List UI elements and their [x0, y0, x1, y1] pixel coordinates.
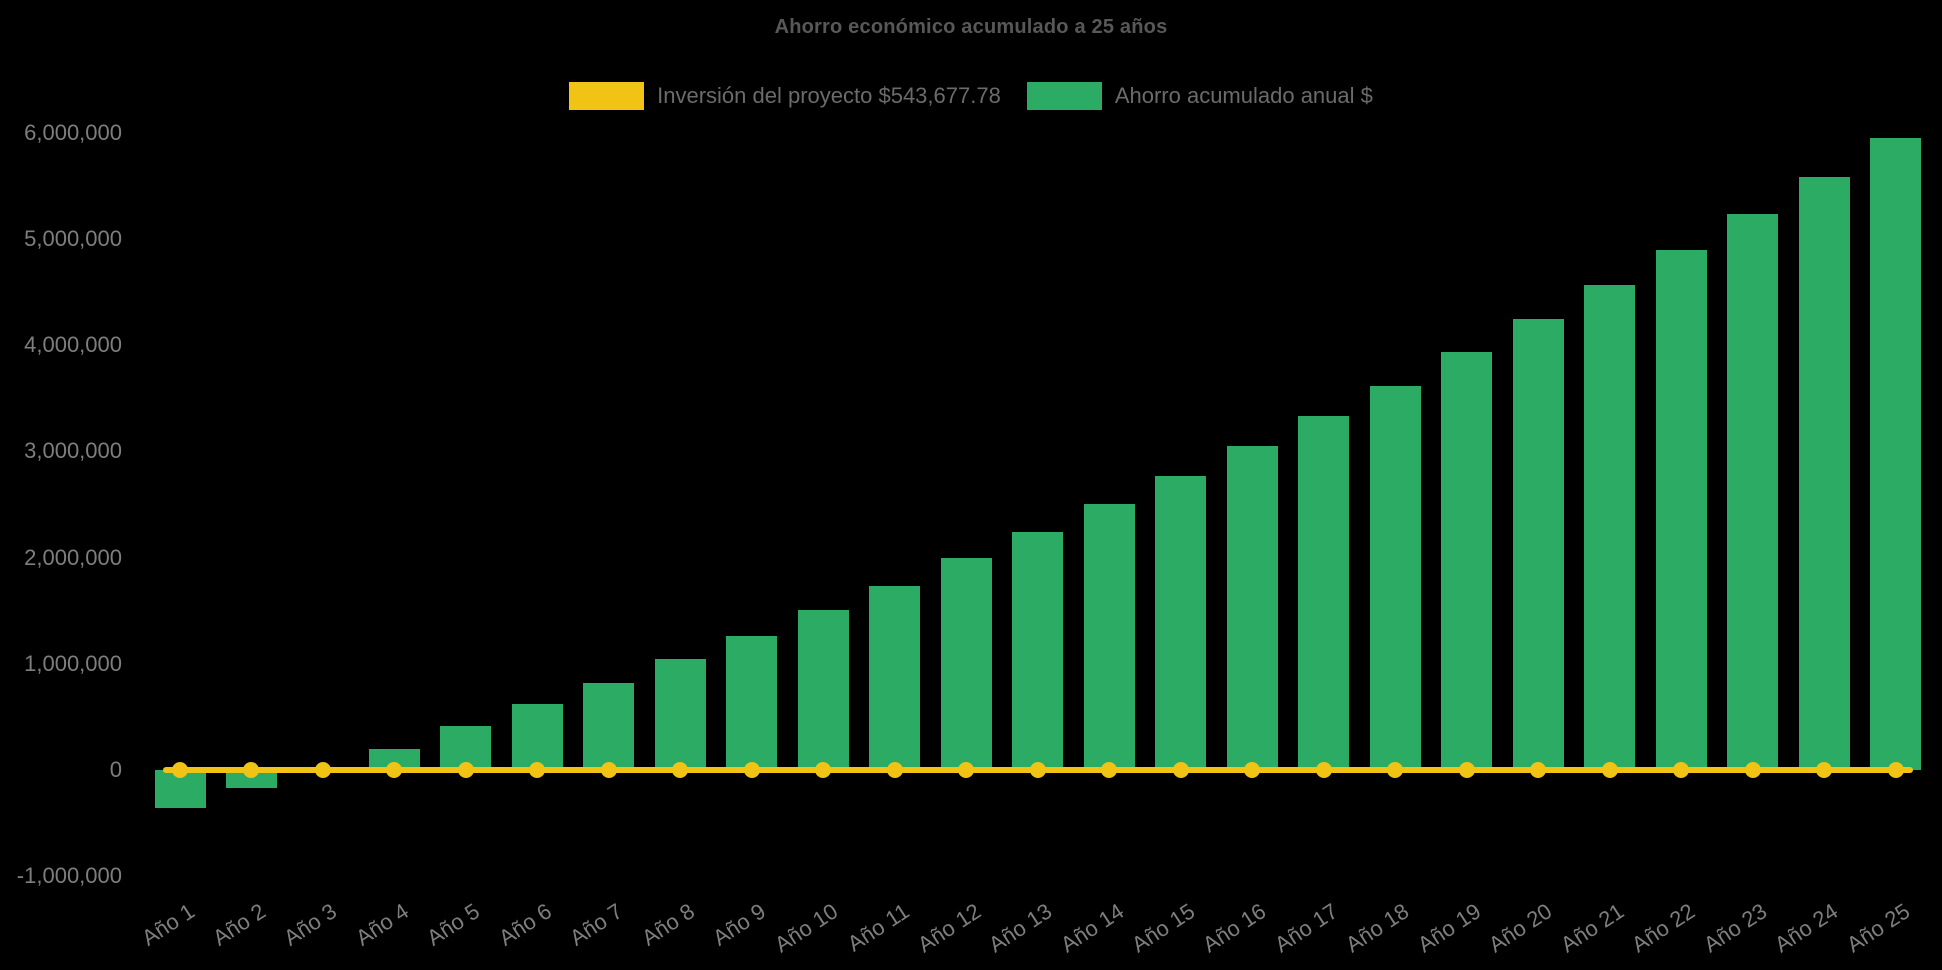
x-axis-tick-label: Año 25 [1841, 898, 1915, 958]
bar-año-20[interactable] [1512, 319, 1564, 770]
x-axis-tick-label: Año 4 [351, 898, 413, 951]
x-axis-tick-label: Año 24 [1770, 898, 1843, 958]
investment-line-point[interactable] [529, 762, 546, 778]
legend-item-investment[interactable]: Inversión del proyecto $543,677.78 [569, 82, 1001, 110]
bar-año-6[interactable] [511, 704, 563, 770]
x-axis-tick-label: Año 21 [1556, 898, 1629, 958]
x-axis-tick-label: Año 22 [1627, 898, 1700, 958]
x-axis-tick-label: Año 14 [1055, 898, 1128, 958]
legend: Inversión del proyecto $543,677.78 Ahorro… [0, 82, 1942, 110]
bar-año-14[interactable] [1083, 503, 1135, 770]
x-axis-tick-label: Año 12 [912, 898, 985, 958]
bar-año-25[interactable] [1870, 137, 1922, 770]
x-axis-tick-label: Año 5 [422, 898, 485, 951]
investment-line-point[interactable] [1673, 762, 1690, 778]
investment-line-point[interactable] [1029, 762, 1046, 778]
bar-año-9[interactable] [726, 636, 778, 770]
investment-line-point[interactable] [386, 762, 403, 778]
bar-año-13[interactable] [1012, 531, 1064, 770]
bar-año-17[interactable] [1298, 416, 1350, 770]
x-axis-tick-label: Año 23 [1698, 898, 1772, 958]
y-axis-tick-label: -1,000,000 [16, 863, 122, 889]
bar-año-11[interactable] [869, 585, 921, 770]
investment-line-point[interactable] [672, 762, 689, 778]
bar-año-8[interactable] [654, 659, 706, 770]
investment-line-point[interactable] [600, 762, 617, 778]
y-axis-tick-label: 1,000,000 [24, 650, 122, 676]
legend-item-savings[interactable]: Ahorro acumulado anual $ [1026, 82, 1373, 110]
x-axis-tick-label: Año 17 [1270, 898, 1343, 958]
investment-line-point[interactable] [1887, 762, 1904, 778]
bar-año-21[interactable] [1584, 285, 1636, 770]
x-axis-tick-label: Año 10 [769, 898, 842, 958]
investment-line-point[interactable] [886, 762, 903, 778]
x-axis-tick-label: Año 13 [984, 898, 1057, 958]
x-axis-tick-label: Año 1 [136, 898, 199, 951]
investment-line-point[interactable] [743, 762, 760, 778]
investment-line-point[interactable] [457, 762, 474, 778]
legend-label-savings: Ahorro acumulado anual $ [1114, 83, 1373, 108]
bar-año-10[interactable] [797, 610, 849, 770]
legend-swatch-investment [569, 82, 645, 110]
bar-año-15[interactable] [1155, 475, 1207, 770]
investment-line-point[interactable] [1601, 762, 1618, 778]
x-axis-tick-label: Año 2 [208, 898, 270, 951]
x-axis-tick-label: Año 15 [1127, 898, 1200, 958]
y-axis-tick-label: 2,000,000 [24, 544, 122, 570]
bar-año-23[interactable] [1727, 214, 1779, 770]
bar-año-7[interactable] [583, 682, 635, 770]
y-axis-tick-label: 4,000,000 [24, 332, 122, 358]
bar-año-12[interactable] [940, 558, 992, 770]
investment-line-point[interactable] [1244, 762, 1261, 778]
x-axis-tick-label: Año 16 [1198, 898, 1271, 958]
y-axis-tick-label: 5,000,000 [24, 226, 122, 251]
investment-line-point[interactable] [314, 762, 331, 778]
y-axis-tick-label: 0 [109, 757, 122, 782]
investment-line-point[interactable] [1315, 762, 1332, 778]
bar-año-22[interactable] [1655, 250, 1707, 770]
investment-line-point[interactable] [243, 762, 260, 778]
investment-line-point[interactable] [958, 762, 975, 778]
x-axis-tick-label: Año 9 [708, 898, 771, 951]
investment-line-point[interactable] [1101, 762, 1118, 778]
bar-año-4[interactable] [368, 748, 420, 770]
x-axis-tick-label: Año 7 [565, 898, 628, 951]
x-axis-tick-label: Año 8 [637, 898, 699, 951]
investment-line-point[interactable] [1816, 762, 1833, 778]
x-axis-tick-label: Año 19 [1413, 898, 1486, 958]
legend-swatch-savings [1026, 82, 1102, 110]
bar-año-18[interactable] [1369, 386, 1421, 770]
legend-label-investment: Inversión del proyecto $543,677.78 [657, 83, 1001, 108]
investment-line-point[interactable] [1458, 762, 1475, 778]
bar-año-24[interactable] [1798, 177, 1850, 770]
bar-año-16[interactable] [1226, 446, 1278, 770]
investment-line-point[interactable] [815, 762, 832, 778]
x-axis-tick-label: Año 6 [494, 898, 556, 951]
y-axis-tick-label: 3,000,000 [24, 438, 122, 464]
x-axis-tick-label: Año 11 [842, 898, 914, 957]
investment-line-point[interactable] [1387, 762, 1404, 778]
y-axis-tick-label: 6,000,000 [24, 119, 122, 145]
investment-line-point[interactable] [1530, 762, 1547, 778]
bar-año-2[interactable] [225, 770, 277, 789]
investment-line-point[interactable] [1172, 762, 1189, 778]
x-axis-tick-label: Año 18 [1341, 898, 1414, 958]
investment-line-point[interactable] [172, 762, 188, 778]
x-axis-tick-label: Año 20 [1484, 898, 1557, 958]
bar-año-19[interactable] [1441, 352, 1493, 770]
chart-title: Ahorro económico acumulado a 25 años [774, 16, 1168, 38]
x-axis-tick-label: Año 3 [279, 898, 342, 951]
investment-line-point[interactable] [1744, 762, 1761, 778]
